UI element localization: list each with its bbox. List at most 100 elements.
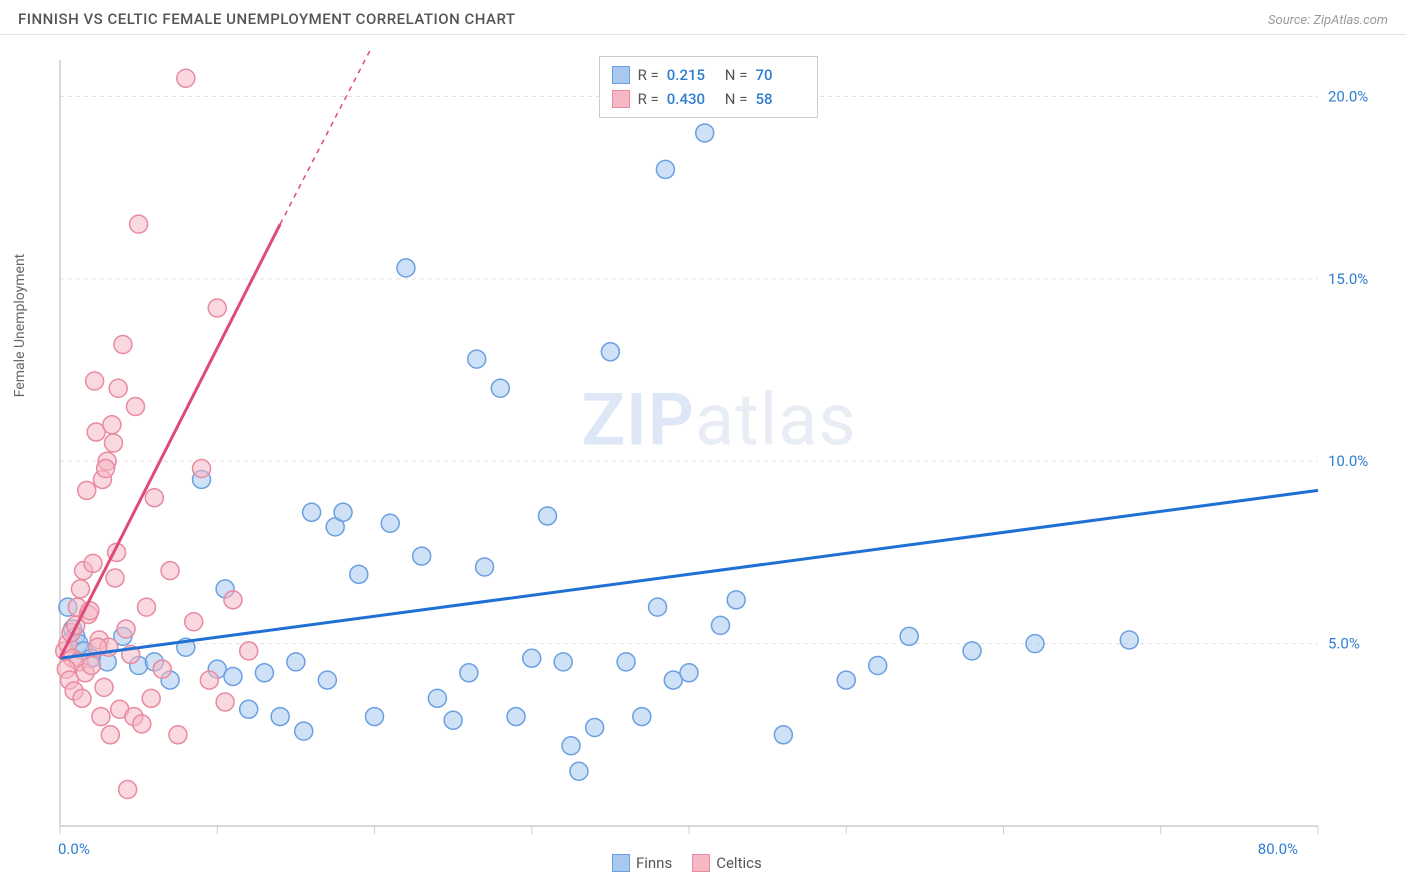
data-point bbox=[137, 598, 155, 616]
data-point bbox=[126, 398, 144, 416]
series-swatch bbox=[612, 66, 630, 84]
data-point bbox=[240, 700, 258, 718]
series-swatch bbox=[612, 90, 630, 108]
data-point bbox=[84, 554, 102, 572]
stat-n-label: N = bbox=[725, 87, 748, 111]
legend-label: Celtics bbox=[716, 854, 762, 872]
data-point bbox=[711, 616, 729, 634]
chart-container: Female Unemployment 5.0%10.0%15.0%20.0%0… bbox=[50, 48, 1388, 874]
stat-r-value: 0.430 bbox=[667, 87, 717, 111]
data-point bbox=[1026, 635, 1044, 653]
legend-swatch bbox=[692, 854, 710, 872]
data-point bbox=[869, 657, 887, 675]
data-point bbox=[413, 547, 431, 565]
data-point bbox=[78, 481, 96, 499]
data-point bbox=[224, 667, 242, 685]
data-point bbox=[303, 503, 321, 521]
data-point bbox=[142, 689, 160, 707]
data-point bbox=[255, 664, 273, 682]
data-point bbox=[334, 503, 352, 521]
data-point bbox=[97, 460, 115, 478]
data-point bbox=[92, 708, 110, 726]
legend-label: Finns bbox=[636, 854, 672, 872]
data-point bbox=[169, 726, 187, 744]
data-point bbox=[82, 657, 100, 675]
data-point bbox=[649, 598, 667, 616]
x-axis-max-label: 80.0% bbox=[1258, 840, 1298, 858]
data-point bbox=[963, 642, 981, 660]
data-point bbox=[727, 591, 745, 609]
legend-swatch bbox=[612, 854, 630, 872]
trend-line-extension bbox=[280, 48, 374, 224]
data-point bbox=[680, 664, 698, 682]
data-point bbox=[554, 653, 572, 671]
data-point bbox=[95, 678, 113, 696]
legend-item: Finns bbox=[612, 854, 672, 872]
data-point bbox=[468, 350, 486, 368]
data-point bbox=[633, 708, 651, 726]
data-point bbox=[1120, 631, 1138, 649]
data-point bbox=[696, 124, 714, 142]
data-point bbox=[104, 434, 122, 452]
stat-r-value: 0.215 bbox=[667, 63, 717, 87]
data-point bbox=[523, 649, 541, 667]
data-point bbox=[240, 642, 258, 660]
data-point bbox=[318, 671, 336, 689]
data-point bbox=[208, 299, 226, 317]
data-point bbox=[161, 562, 179, 580]
stat-n-value: 70 bbox=[755, 63, 805, 87]
data-point bbox=[106, 569, 124, 587]
data-point bbox=[133, 715, 151, 733]
data-point bbox=[216, 693, 234, 711]
data-point bbox=[193, 460, 211, 478]
stat-n-label: N = bbox=[725, 63, 748, 87]
y-tick-label: 5.0% bbox=[1328, 635, 1360, 653]
data-point bbox=[130, 215, 148, 233]
data-point bbox=[774, 726, 792, 744]
scatter-plot: 5.0%10.0%15.0%20.0%0.0%80.0% bbox=[50, 48, 1388, 874]
legend-item: Celtics bbox=[692, 854, 762, 872]
data-point bbox=[397, 259, 415, 277]
data-point bbox=[491, 379, 509, 397]
y-tick-label: 20.0% bbox=[1328, 87, 1368, 105]
data-point bbox=[271, 708, 289, 726]
data-point bbox=[119, 781, 137, 799]
data-point bbox=[428, 689, 446, 707]
data-point bbox=[177, 69, 195, 87]
data-point bbox=[145, 489, 163, 507]
data-point bbox=[366, 708, 384, 726]
stat-r-label: R = bbox=[638, 63, 659, 87]
data-point bbox=[114, 336, 132, 354]
data-point bbox=[86, 372, 104, 390]
stat-n-value: 58 bbox=[755, 87, 805, 111]
y-axis-label: Female Unemployment bbox=[12, 254, 28, 398]
data-point bbox=[601, 343, 619, 361]
data-point bbox=[381, 514, 399, 532]
data-point bbox=[460, 664, 478, 682]
data-point bbox=[837, 671, 855, 689]
data-point bbox=[570, 762, 588, 780]
x-axis-min-label: 0.0% bbox=[58, 840, 90, 858]
data-point bbox=[73, 689, 91, 707]
data-point bbox=[109, 379, 127, 397]
data-point bbox=[200, 671, 218, 689]
data-point bbox=[71, 580, 89, 598]
chart-title: FINNISH VS CELTIC FEMALE UNEMPLOYMENT CO… bbox=[18, 10, 516, 28]
data-point bbox=[507, 708, 525, 726]
source-attribution: Source: ZipAtlas.com bbox=[1268, 13, 1388, 28]
data-point bbox=[224, 591, 242, 609]
stats-row: R =0.430N =58 bbox=[612, 87, 806, 111]
series-legend: Finns Celtics bbox=[612, 854, 762, 872]
data-point bbox=[586, 719, 604, 737]
data-point bbox=[185, 613, 203, 631]
data-point bbox=[538, 507, 556, 525]
data-point bbox=[101, 726, 119, 744]
correlation-stats-box: R =0.215N =70R =0.430N =58 bbox=[599, 56, 819, 118]
chart-header: FINNISH VS CELTIC FEMALE UNEMPLOYMENT CO… bbox=[0, 0, 1406, 35]
data-point bbox=[295, 722, 313, 740]
data-point bbox=[350, 565, 368, 583]
data-point bbox=[444, 711, 462, 729]
data-point bbox=[900, 627, 918, 645]
data-point bbox=[476, 558, 494, 576]
data-point bbox=[103, 416, 121, 434]
